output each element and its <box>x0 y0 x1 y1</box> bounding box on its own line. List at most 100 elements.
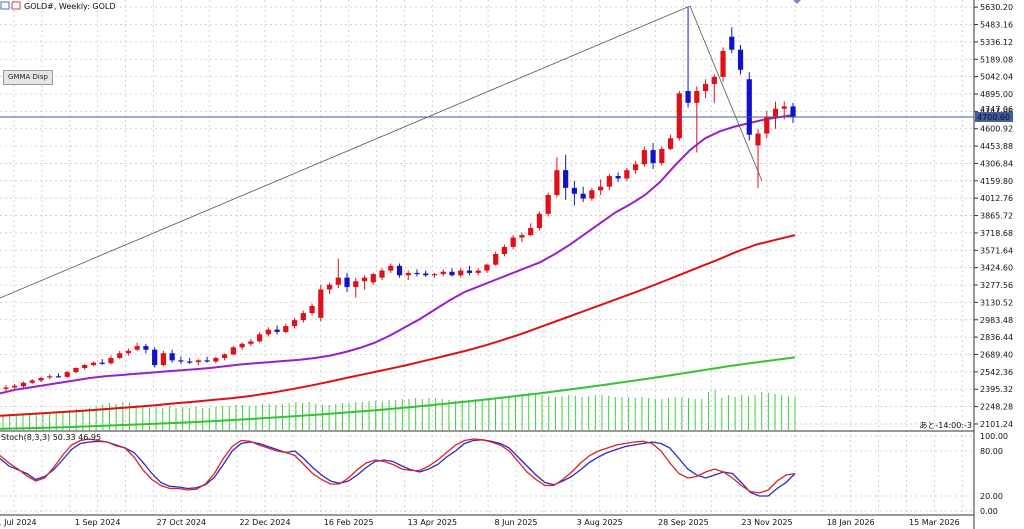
candle-down <box>737 49 744 70</box>
candle-down <box>423 273 429 276</box>
candle-down <box>178 360 184 362</box>
stoch-tick-label: 100.00 <box>980 432 1008 441</box>
candle-up <box>361 277 368 282</box>
candle-up <box>38 378 44 381</box>
candle-down <box>729 36 735 50</box>
candle-up <box>3 387 9 389</box>
time-tick-label: 18 Jan 2026 <box>827 518 875 527</box>
price-tick-label: 2248.28 <box>980 403 1013 412</box>
ma-line-long <box>0 356 796 430</box>
candle-up <box>20 382 27 387</box>
price-tick-label: 2983.48 <box>980 316 1013 325</box>
ma-line-mid <box>0 234 796 417</box>
candle-down <box>187 361 193 363</box>
candle-up <box>641 150 647 165</box>
price-tick-label: 3718.68 <box>980 229 1013 238</box>
candle-up <box>300 313 306 321</box>
time-tick-label: 27 Oct 2024 <box>157 518 206 527</box>
candle-down <box>650 150 656 164</box>
candle-up <box>265 329 271 335</box>
price-tick-label: 4600.92 <box>980 125 1013 134</box>
candle-up <box>431 274 438 276</box>
candle-up <box>353 281 359 288</box>
candle-up <box>125 350 132 354</box>
price-tick-label: 3865.72 <box>980 212 1013 221</box>
gmma-display-button[interactable]: GMMA Disp <box>3 70 53 85</box>
candle-up <box>694 91 700 103</box>
candle-down <box>449 271 455 276</box>
time-tick-label: 21 Jul 2024 <box>0 518 37 527</box>
candle-up <box>702 83 709 92</box>
candle-up <box>283 326 289 332</box>
candle-up <box>519 235 525 238</box>
candle-up <box>528 228 534 236</box>
candle-down <box>414 272 420 275</box>
candle-up <box>222 354 228 358</box>
time-tick-label: 8 Jun 2025 <box>494 518 537 527</box>
candle-up <box>370 274 376 283</box>
candle-up <box>117 353 123 358</box>
current-price-label: 4700.60 <box>977 113 1010 122</box>
price-tick-label: 4747.96 <box>980 107 1013 116</box>
candle-down <box>685 91 691 103</box>
candle-up <box>134 346 140 350</box>
price-tick-label: 4895.00 <box>980 90 1013 99</box>
candle-up <box>606 176 612 187</box>
price-tick-label: 5042.04 <box>980 73 1013 82</box>
time-tick-label: 28 Sep 2025 <box>658 518 709 527</box>
candle-up <box>256 334 263 342</box>
candle-down <box>99 362 105 364</box>
candle-down <box>580 193 586 199</box>
candle-up <box>475 270 481 273</box>
candle-down <box>790 106 796 118</box>
candle-up <box>388 265 394 271</box>
candle-up <box>510 237 516 247</box>
price-tick-label: 2836.44 <box>980 333 1013 342</box>
candle-up <box>248 341 254 344</box>
candle-up <box>589 190 595 199</box>
candle-down <box>169 353 175 361</box>
candle-up <box>633 164 639 171</box>
candle-up <box>291 320 298 327</box>
time-tick-label: 16 Feb 2025 <box>324 518 374 527</box>
candle-up <box>711 76 717 84</box>
price-tick-label: 5630.20 <box>980 3 1013 12</box>
candle-up <box>781 106 787 109</box>
candle-up <box>318 289 324 318</box>
candle-up <box>82 365 88 368</box>
candle-up <box>484 264 490 271</box>
price-tick-label: 4159.80 <box>980 177 1013 186</box>
candle-down <box>396 265 403 276</box>
candle-up <box>501 246 508 255</box>
candle-up <box>676 93 682 139</box>
bid-price-label: 4747.06 <box>980 105 1013 114</box>
candle-up <box>440 271 446 275</box>
price-tick-label: 3277.56 <box>980 281 1013 290</box>
candle-up <box>764 117 770 134</box>
candle-down <box>615 176 621 179</box>
candle-up <box>213 357 219 362</box>
candle-up <box>554 170 560 195</box>
time-tick-label: 23 Nov 2025 <box>741 518 792 527</box>
price-tick-label: 3424.60 <box>980 264 1013 273</box>
candle-up <box>536 213 543 229</box>
time-tick-label: 1 Sep 2024 <box>75 518 121 527</box>
candle-up <box>405 272 411 276</box>
candle-up <box>29 380 35 383</box>
indicator-icon <box>11 1 21 10</box>
candle-down <box>152 349 158 366</box>
price-tick-label: 4453.88 <box>980 142 1013 151</box>
trend-line <box>0 5 763 299</box>
candle-up <box>326 284 333 290</box>
candle-down <box>344 277 350 288</box>
stoch-tick-label: 0.00 <box>980 507 998 516</box>
candles <box>3 7 796 393</box>
bar-countdown: あと-14:00:-3 <box>919 421 972 430</box>
time-tick-label: 3 Aug 2025 <box>577 518 623 527</box>
candle-up <box>108 357 114 364</box>
candle-up <box>379 270 385 278</box>
candle-up <box>493 254 499 265</box>
